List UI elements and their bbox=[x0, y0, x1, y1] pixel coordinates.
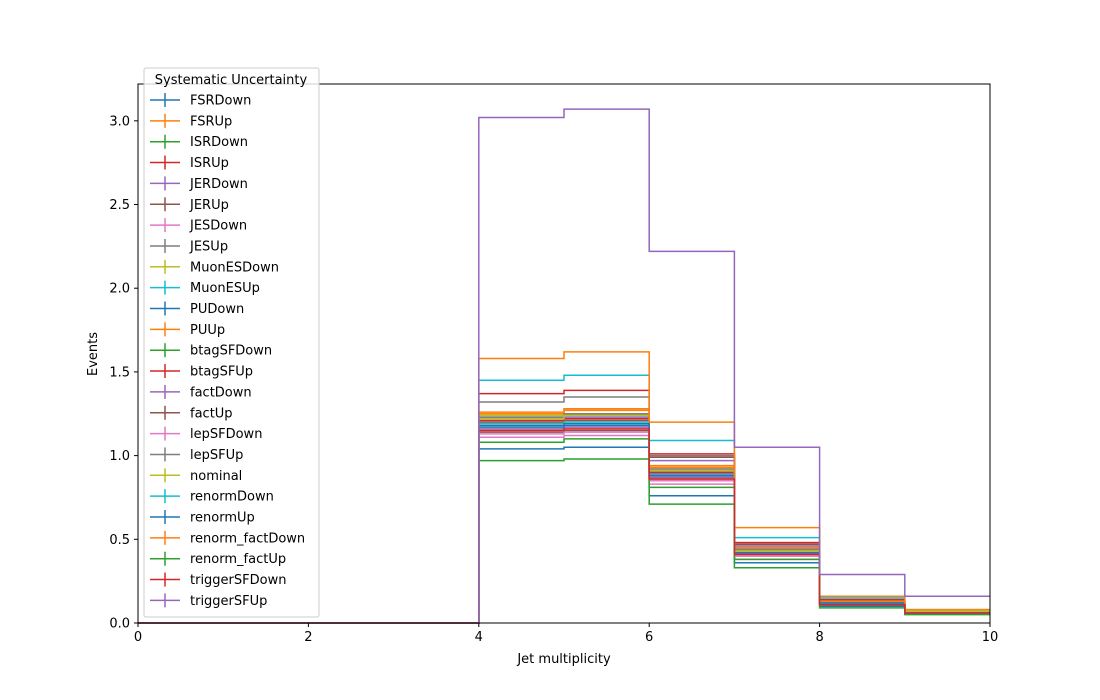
legend-label: JESUp bbox=[189, 239, 228, 254]
x-axis-label: Jet multiplicity bbox=[516, 652, 611, 667]
legend-label: FSRUp bbox=[190, 114, 232, 129]
legend-entry: JERDown bbox=[150, 176, 248, 192]
legend-entry: btagSFDown bbox=[150, 343, 272, 359]
legend-entry: ISRDown bbox=[150, 134, 248, 150]
legend-label: PUUp bbox=[190, 323, 225, 338]
legend-entry: factDown bbox=[150, 384, 252, 400]
legend-entry: PUDown bbox=[150, 301, 244, 317]
legend-entry: MuonESDown bbox=[150, 259, 279, 275]
y-tick-label: 3.0 bbox=[109, 114, 130, 129]
legend-label: JERDown bbox=[189, 177, 248, 192]
legend-label: triggerSFDown bbox=[190, 573, 286, 588]
legend-entry: JESDown bbox=[150, 218, 247, 234]
y-tick-label: 2.0 bbox=[109, 282, 130, 297]
legend-entry: nominal bbox=[150, 468, 242, 484]
legend-box bbox=[143, 67, 320, 618]
legend-label: factDown bbox=[190, 385, 252, 400]
y-tick-label: 0.0 bbox=[109, 617, 130, 632]
legend-label: lepSFUp bbox=[190, 448, 243, 463]
plot-area-frame bbox=[137, 83, 991, 624]
x-tick-label: 4 bbox=[475, 630, 483, 645]
legend-entry: btagSFUp bbox=[150, 364, 253, 380]
legend-label: MuonESUp bbox=[190, 281, 260, 296]
x-tick-label: 0 bbox=[134, 630, 142, 645]
legend-entry: renormDown bbox=[150, 489, 274, 505]
legend-label: MuonESDown bbox=[190, 260, 279, 275]
legend-label: renormDown bbox=[190, 490, 274, 505]
legend-entry: JESUp bbox=[150, 238, 228, 254]
legend: Systematic Uncertainty FSRDown FSRUp ISRDo… bbox=[143, 67, 320, 618]
legend-entry: FSRDown bbox=[150, 93, 251, 109]
x-tick-label: 8 bbox=[815, 630, 823, 645]
legend-label: factUp bbox=[190, 406, 233, 421]
legend-label: triggerSFUp bbox=[190, 594, 267, 609]
legend-title: Systematic Uncertainty bbox=[155, 73, 308, 88]
legend-label: ISRDown bbox=[190, 135, 248, 150]
y-tick-label: 2.5 bbox=[109, 198, 130, 213]
y-axis-label: Events bbox=[86, 332, 101, 376]
legend-entry: triggerSFUp bbox=[150, 593, 267, 609]
legend-label: PUDown bbox=[190, 302, 244, 317]
legend-label: JESDown bbox=[189, 219, 247, 234]
x-tick-label: 2 bbox=[304, 630, 312, 645]
legend-entry: MuonESUp bbox=[150, 280, 260, 296]
legend-entry: renorm_factUp bbox=[150, 551, 286, 567]
legend-label: FSRDown bbox=[190, 94, 251, 109]
legend-entry: renorm_factDown bbox=[150, 530, 305, 546]
legend-entry: lepSFUp bbox=[150, 447, 243, 463]
y-tick-label: 1.5 bbox=[109, 365, 130, 380]
legend-entry: triggerSFDown bbox=[150, 572, 286, 588]
legend-label: ISRUp bbox=[190, 156, 229, 171]
legend-entry: factUp bbox=[150, 405, 233, 421]
y-axis: 0.0 0.5 1.0 1.5 2.0 2.5 3.0 bbox=[109, 114, 138, 632]
legend-entry: renormUp bbox=[150, 510, 255, 526]
y-tick-label: 0.5 bbox=[109, 533, 130, 548]
legend-entries: FSRDown FSRUp ISRDown ISRUp JERDown JERUp JESD… bbox=[150, 93, 305, 609]
legend-label: JERUp bbox=[189, 198, 229, 213]
legend-entry: lepSFDown bbox=[150, 426, 262, 442]
y-tick-label: 1.0 bbox=[109, 449, 130, 464]
legend-label: btagSFDown bbox=[190, 344, 272, 359]
legend-entry: PUUp bbox=[150, 322, 225, 338]
legend-entry: FSRUp bbox=[150, 113, 232, 129]
legend-label: renorm_factDown bbox=[190, 531, 305, 546]
legend-label: renorm_factUp bbox=[190, 552, 286, 567]
x-tick-label: 6 bbox=[645, 630, 653, 645]
legend-entry: ISRUp bbox=[150, 155, 229, 171]
legend-label: nominal bbox=[190, 469, 242, 484]
legend-label: renormUp bbox=[190, 511, 255, 526]
legend-entry: JERUp bbox=[150, 197, 229, 213]
x-axis: 0 2 4 6 8 10 bbox=[134, 623, 998, 645]
x-tick-label: 10 bbox=[982, 630, 999, 645]
legend-label: btagSFUp bbox=[190, 365, 253, 380]
legend-label: lepSFDown bbox=[190, 427, 262, 442]
